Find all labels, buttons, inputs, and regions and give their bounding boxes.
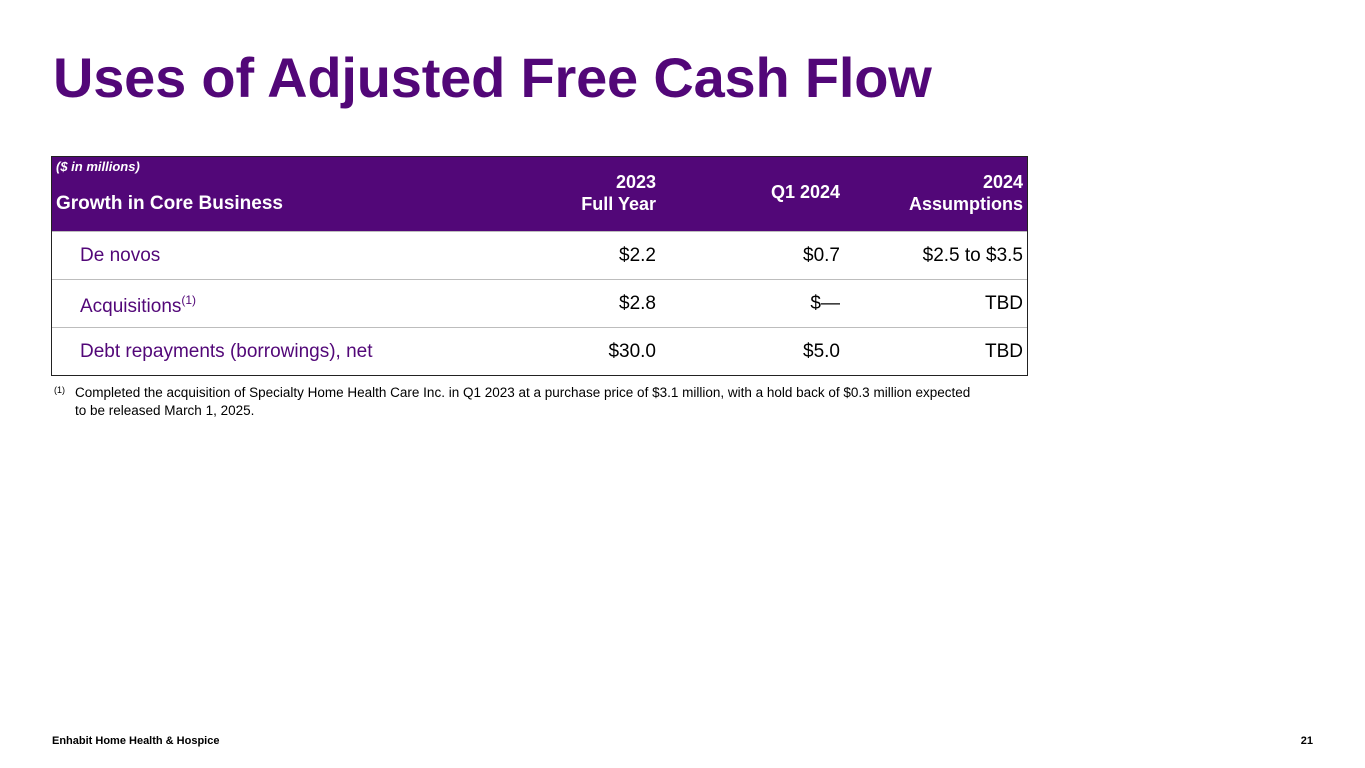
cell-2023-full-year: $2.8	[619, 293, 656, 314]
row-label: De novos	[80, 245, 161, 266]
footnote-text: Completed the acquisition of Specialty H…	[75, 385, 971, 418]
table-row: Acquisitions(1) $2.8 $— TBD	[52, 279, 1027, 327]
row-label: Debt repayments (borrowings), net	[80, 341, 373, 362]
footnote-reference: (1)	[181, 293, 197, 307]
table-row: De novos $2.2 $0.7 $2.5 to $3.5	[52, 231, 1027, 279]
page-number: 21	[1300, 735, 1313, 747]
cell-2023-full-year: $30.0	[608, 341, 656, 362]
column-header-q1-2024: Q1 2024	[770, 182, 840, 202]
footnote: (1) Completed the acquisition of Special…	[54, 384, 975, 420]
footer-brand: Enhabit Home Health & Hospice	[52, 735, 220, 747]
cell-2024-assumptions: TBD	[985, 341, 1023, 362]
column-header-2023-full-year: 2023 Full Year	[581, 172, 656, 214]
cell-2024-assumptions: TBD	[985, 293, 1023, 314]
section-label: Growth in Core Business	[56, 193, 283, 214]
cash-flow-table: ($ in millions) Growth in Core Business …	[51, 156, 1028, 376]
page-title: Uses of Adjusted Free Cash Flow	[53, 46, 932, 109]
footnote-mark: (1)	[54, 385, 65, 395]
table-row: Debt repayments (borrowings), net $30.0 …	[52, 327, 1027, 375]
cell-2023-full-year: $2.2	[619, 245, 656, 266]
cell-q1-2024: $—	[810, 293, 840, 314]
cell-q1-2024: $5.0	[803, 341, 840, 362]
row-label: Acquisitions(1)	[80, 293, 197, 317]
cell-q1-2024: $0.7	[803, 245, 840, 266]
column-header-2024-assumptions: 2024 Assumptions	[908, 172, 1023, 214]
table-header: ($ in millions) Growth in Core Business …	[52, 157, 1027, 231]
cell-2024-assumptions: $2.5 to $3.5	[922, 245, 1023, 266]
units-note: ($ in millions)	[56, 159, 140, 174]
